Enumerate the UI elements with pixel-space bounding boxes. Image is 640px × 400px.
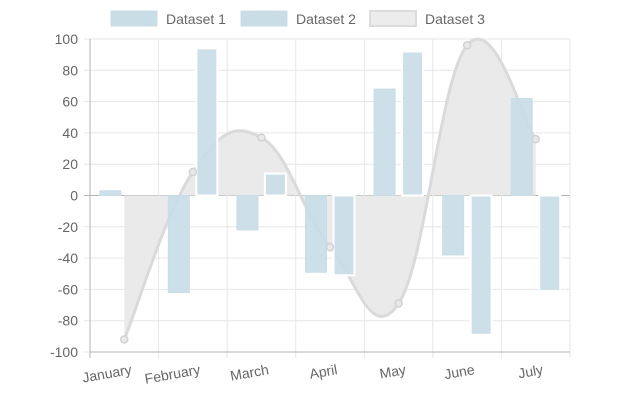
- y-tick-label: -60: [58, 281, 78, 297]
- legend-swatch-2: [240, 10, 288, 27]
- bar-dataset-1-2: [236, 195, 259, 231]
- y-tick-label: 40: [62, 125, 78, 141]
- y-tick-label: 0: [70, 188, 78, 204]
- points-layer: [120, 41, 540, 344]
- legend-swatch-1: [110, 10, 158, 27]
- y-tick-label: -100: [50, 344, 78, 360]
- point-dataset-3-3: [325, 242, 335, 252]
- legend: Dataset 1 Dataset 2 Dataset 3: [110, 10, 485, 27]
- bar-dataset-2-4: [401, 50, 425, 197]
- bar-dataset-2-3: [332, 194, 356, 277]
- point-dataset-3-2: [257, 133, 266, 142]
- y-tick-label: 80: [62, 62, 78, 78]
- y-tick-label: 60: [62, 94, 78, 110]
- y-tick-label: 100: [55, 31, 79, 47]
- bars-layer: [99, 47, 562, 336]
- point-dataset-3-0: [120, 335, 129, 344]
- point-dataset-3-4: [394, 299, 403, 308]
- x-tick-label: May: [378, 361, 407, 381]
- point-dataset-3-1: [188, 167, 198, 177]
- x-tick-label: February: [143, 361, 201, 386]
- point-dataset-3-5: [462, 41, 472, 50]
- bar-dataset-2-5: [469, 194, 493, 336]
- x-tick-label: January: [81, 361, 133, 385]
- legend-label-3: Dataset 3: [425, 11, 485, 27]
- point-dataset-3-6: [531, 134, 540, 144]
- bar-dataset-1-1: [167, 195, 190, 294]
- y-tick-label: -20: [58, 219, 78, 235]
- y-tick-label: 20: [62, 156, 78, 172]
- legend-swatch-3: [369, 10, 417, 27]
- legend-label-2: Dataset 2: [296, 11, 356, 27]
- x-tick-label: March: [229, 361, 270, 384]
- bar-dataset-2-2: [263, 172, 287, 197]
- y-tick-label: -40: [58, 250, 78, 266]
- x-tick-label: June: [443, 361, 476, 382]
- bar-dataset-1-6: [510, 97, 533, 196]
- bar-dataset-2-6: [538, 194, 562, 292]
- legend-label-1: Dataset 1: [166, 11, 226, 27]
- x-tick-label: April: [308, 361, 338, 382]
- x-tick-label: July: [517, 361, 544, 381]
- bar-dataset-1-3: [305, 195, 327, 273]
- bar-dataset-1-0: [99, 190, 122, 196]
- y-tick-label: -80: [58, 313, 78, 329]
- bar-dataset-2-1: [195, 47, 219, 197]
- bar-dataset-1-4: [373, 88, 396, 196]
- bar-dataset-1-5: [442, 195, 465, 256]
